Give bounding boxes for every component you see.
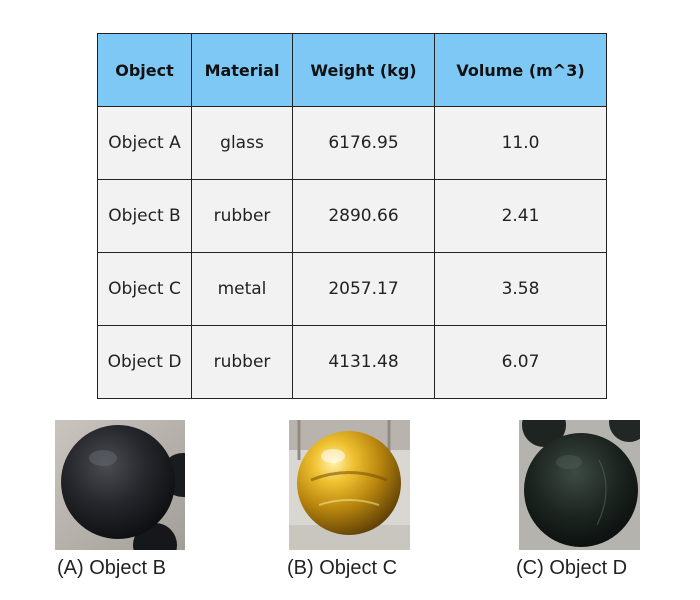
photo-metal-sphere-c [289, 420, 410, 550]
data-table: Object Material Weight (kg) Volume (m^3)… [97, 33, 607, 399]
cell-volume: 11.0 [434, 106, 607, 180]
cell-volume: 6.07 [434, 325, 607, 399]
caption-b: (B) Object C [287, 557, 398, 579]
cell-material: rubber [191, 179, 293, 253]
photo-rubber-ball-d [519, 420, 640, 550]
table-row: Object C metal 2057.17 3.58 [97, 252, 607, 326]
cell-weight: 6176.95 [292, 106, 435, 180]
header-object: Object [97, 33, 192, 107]
caption-c: (C) Object D [516, 557, 628, 579]
cell-material: rubber [191, 325, 293, 399]
cell-volume: 2.41 [434, 179, 607, 253]
cell-volume: 3.58 [434, 252, 607, 326]
cell-object: Object A [97, 106, 192, 180]
table-row: Object B rubber 2890.66 2.41 [97, 179, 607, 253]
cell-object: Object B [97, 179, 192, 253]
header-material: Material [191, 33, 293, 107]
header-volume: Volume (m^3) [434, 33, 607, 107]
cell-material: glass [191, 106, 293, 180]
caption-a: (A) Object B [57, 557, 166, 579]
table-row: Object A glass 6176.95 11.0 [97, 106, 607, 180]
cell-object: Object C [97, 252, 192, 326]
cell-weight: 4131.48 [292, 325, 435, 399]
table-header-row: Object Material Weight (kg) Volume (m^3) [97, 33, 607, 107]
header-weight: Weight (kg) [292, 33, 435, 107]
cell-material: metal [191, 252, 293, 326]
table-row: Object D rubber 4131.48 6.07 [97, 325, 607, 399]
cell-weight: 2057.17 [292, 252, 435, 326]
cell-weight: 2890.66 [292, 179, 435, 253]
photo-rubber-ball-b [55, 420, 185, 550]
cell-object: Object D [97, 325, 192, 399]
